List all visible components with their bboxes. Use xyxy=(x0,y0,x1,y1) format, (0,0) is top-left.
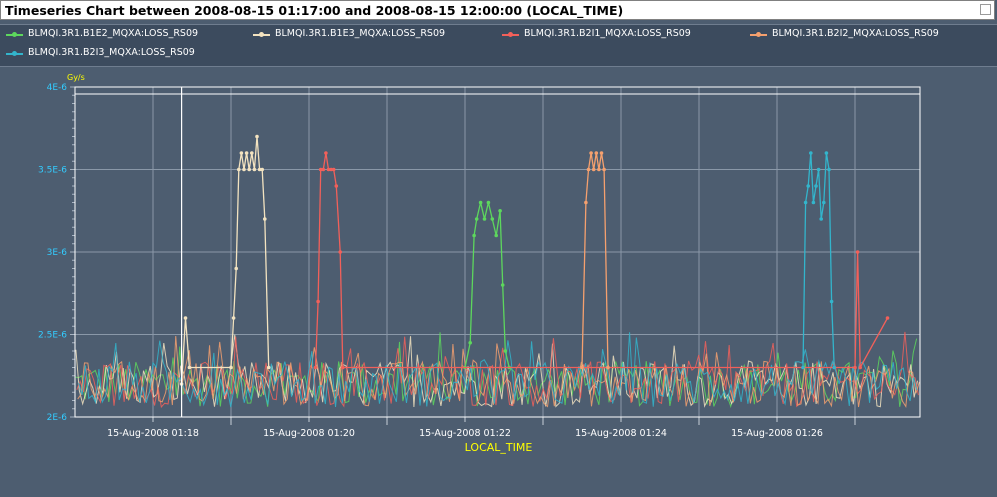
data-point xyxy=(816,167,821,172)
data-point xyxy=(827,167,831,172)
x-axis-title: LOCAL_TIME xyxy=(464,441,533,454)
data-point xyxy=(263,217,267,221)
data-point xyxy=(486,200,491,205)
data-point xyxy=(324,151,328,155)
plot-frame xyxy=(74,86,921,418)
data-point xyxy=(183,316,188,320)
chart-legend: BLMQI.3R1.B1E2_MQXA:LOSS_RS09 BLMQI.3R1.… xyxy=(0,24,997,67)
close-box-icon[interactable] xyxy=(980,4,991,15)
y-tick-label: 2E-6 xyxy=(47,413,68,423)
legend-label-b2i1: BLMQI.3R1.B2I1_MQXA:LOSS_RS09 xyxy=(524,28,691,39)
y-tick-label: 3E-6 xyxy=(47,248,68,258)
data-point xyxy=(239,151,244,155)
data-point xyxy=(234,266,238,271)
data-point xyxy=(597,167,601,172)
legend-swatch-b2i1 xyxy=(502,32,519,37)
data-point xyxy=(500,283,505,287)
x-tick-label: 15-Aug-2008 01:22 xyxy=(419,428,511,439)
data-point xyxy=(824,151,829,155)
data-point xyxy=(809,151,813,155)
data-point xyxy=(478,200,483,205)
data-point xyxy=(853,365,857,370)
data-point xyxy=(341,365,345,370)
y-tick-label: 4E-6 xyxy=(47,83,68,93)
x-tick-label: 15-Aug-2008 01:18 xyxy=(107,428,199,439)
series-line-3 xyxy=(314,152,889,370)
data-point xyxy=(266,365,271,370)
data-point xyxy=(338,250,343,254)
data-point xyxy=(318,167,323,172)
data-point xyxy=(594,151,599,155)
y-tick-label: 3.5E-6 xyxy=(38,166,67,176)
data-point xyxy=(586,167,591,172)
data-point xyxy=(472,233,476,238)
legend-swatch-b1e3 xyxy=(253,32,270,37)
data-point xyxy=(326,167,331,172)
data-point xyxy=(329,167,333,172)
data-point xyxy=(231,316,236,320)
data-point xyxy=(885,316,890,320)
data-point xyxy=(858,365,862,370)
legend-label-b1e2: BLMQI.3R1.B1E2_MQXA:LOSS_RS09 xyxy=(28,28,199,39)
data-point xyxy=(334,184,339,188)
data-point xyxy=(589,151,593,155)
data-point xyxy=(257,167,262,172)
data-point xyxy=(242,167,246,172)
data-point xyxy=(803,200,808,205)
series-line-4 xyxy=(581,152,609,368)
chart-title: Timeseries Chart between 2008-08-15 01:1… xyxy=(5,3,624,18)
x-tick-label: 15-Aug-2008 01:24 xyxy=(575,428,667,439)
data-point xyxy=(474,217,479,221)
y-tick-label: 2.5E-6 xyxy=(38,331,67,341)
data-point xyxy=(801,365,805,370)
data-point xyxy=(316,299,320,304)
data-point xyxy=(832,365,836,370)
y-unit-label: Gy/s xyxy=(67,73,85,82)
data-point xyxy=(237,167,241,172)
data-point xyxy=(591,167,596,172)
data-point xyxy=(602,167,606,172)
data-point xyxy=(494,233,499,238)
data-point xyxy=(822,200,826,205)
data-point xyxy=(503,349,508,353)
data-point xyxy=(599,151,604,155)
data-point xyxy=(498,208,502,213)
data-point xyxy=(482,217,487,221)
legend-swatch-b2i2 xyxy=(750,32,767,37)
data-point xyxy=(490,217,495,221)
data-point xyxy=(187,365,192,370)
data-point xyxy=(468,340,473,345)
legend-label-b2i2: BLMQI.3R1.B2I2_MQXA:LOSS_RS09 xyxy=(772,28,939,39)
data-point xyxy=(260,167,265,172)
series-noise-5 xyxy=(78,332,918,408)
data-point xyxy=(814,184,818,188)
legend-label-b2i3: BLMQI.3R1.B2I3_MQXA:LOSS_RS09 xyxy=(28,47,195,58)
data-point xyxy=(255,134,259,139)
data-point xyxy=(811,200,816,205)
x-tick-label: 15-Aug-2008 01:20 xyxy=(263,428,355,439)
legend-label-b1e3: BLMQI.3R1.B1E3_MQXA:LOSS_RS09 xyxy=(275,28,446,39)
data-point xyxy=(584,200,588,205)
legend-swatch-b1e2 xyxy=(6,32,23,37)
data-point xyxy=(229,365,233,370)
series-line-2 xyxy=(180,136,270,385)
legend-swatch-b2i3 xyxy=(6,51,23,56)
data-point xyxy=(252,167,257,172)
data-point xyxy=(806,184,810,188)
data-point xyxy=(331,167,336,172)
data-point xyxy=(321,167,326,172)
data-point xyxy=(829,299,834,304)
data-point xyxy=(313,365,318,370)
data-point xyxy=(244,151,249,155)
data-point xyxy=(855,250,860,254)
data-point xyxy=(250,151,254,155)
data-point xyxy=(247,167,251,172)
chart-title-bar: Timeseries Chart between 2008-08-15 01:1… xyxy=(0,0,995,20)
data-point xyxy=(819,217,823,221)
series-noise-4 xyxy=(77,336,920,408)
timeseries-plot[interactable]: 2E-6 2.5E-6 3E-6 3.5E-6 4E-6 15-Aug-2008 01:1… xyxy=(0,68,997,440)
x-tick-label: 15-Aug-2008 01:26 xyxy=(731,428,823,439)
data-point xyxy=(580,365,584,370)
data-point xyxy=(606,365,610,370)
